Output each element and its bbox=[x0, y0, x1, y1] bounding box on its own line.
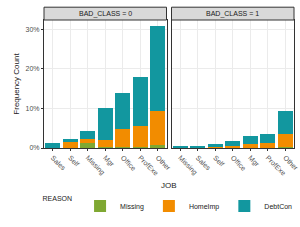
svg-text:Self: Self bbox=[67, 154, 81, 168]
svg-text:30%: 30% bbox=[26, 26, 40, 33]
svg-text:HomeImp: HomeImp bbox=[189, 203, 219, 211]
svg-text:BAD_CLASS = 0: BAD_CLASS = 0 bbox=[79, 10, 132, 18]
svg-text:JOB: JOB bbox=[161, 181, 177, 190]
svg-text:0%: 0% bbox=[29, 144, 39, 151]
svg-text:REASON: REASON bbox=[43, 195, 73, 202]
svg-text:Self: Self bbox=[212, 154, 226, 168]
svg-text:BAD_CLASS = 1: BAD_CLASS = 1 bbox=[206, 10, 259, 18]
svg-text:Other: Other bbox=[155, 154, 173, 172]
svg-text:20%: 20% bbox=[26, 65, 40, 72]
svg-text:Office: Office bbox=[230, 154, 248, 172]
svg-text:Frequency Count: Frequency Count bbox=[12, 53, 21, 115]
svg-text:Sales: Sales bbox=[50, 154, 68, 172]
svg-text:Missing: Missing bbox=[176, 154, 199, 177]
svg-text:Mgr: Mgr bbox=[246, 154, 261, 169]
svg-text:DebtCon: DebtCon bbox=[264, 203, 292, 210]
svg-text:ProfExe: ProfExe bbox=[265, 154, 288, 177]
svg-text:Other: Other bbox=[282, 154, 300, 172]
svg-text:Office: Office bbox=[120, 154, 138, 172]
svg-text:Mgr: Mgr bbox=[101, 154, 116, 169]
svg-text:Sales: Sales bbox=[195, 154, 213, 172]
svg-text:Missing: Missing bbox=[120, 203, 144, 211]
svg-text:10%: 10% bbox=[26, 105, 40, 112]
svg-text:ProfExe: ProfExe bbox=[137, 154, 160, 177]
svg-text:Missing: Missing bbox=[84, 154, 107, 177]
